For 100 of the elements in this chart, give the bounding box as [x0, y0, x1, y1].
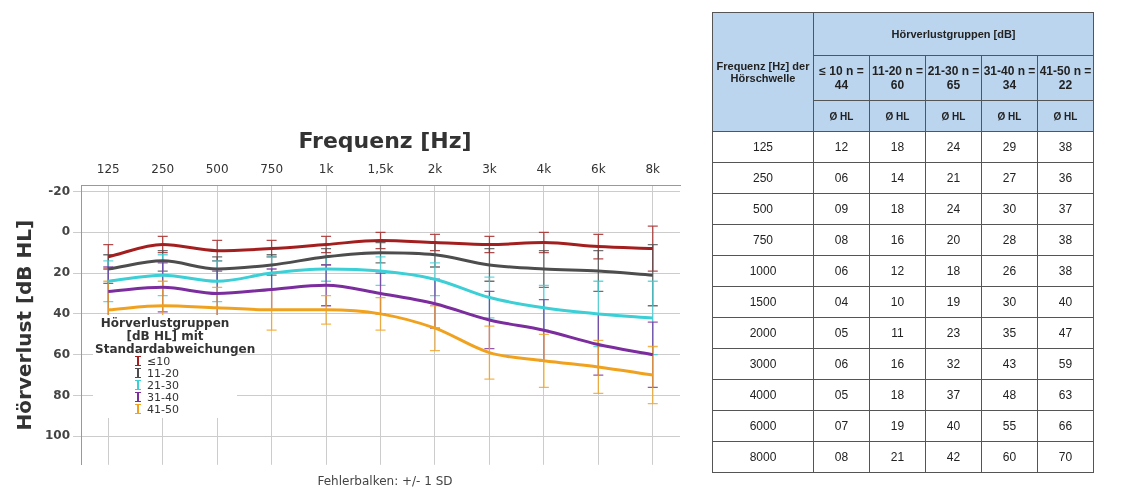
data-label: 20 [925, 224, 982, 256]
legend-label: 11-20 [147, 366, 180, 380]
y-tick-label: 20 [53, 265, 71, 280]
x-tick-label: 11-20 n = 60 [869, 55, 926, 101]
data-label: 05 [813, 317, 870, 349]
data-label: 05 [813, 379, 870, 411]
data-label: 42 [925, 441, 982, 473]
data-label: 07 [813, 410, 870, 442]
data-label: 08 [813, 441, 870, 473]
data-label: 38 [1037, 255, 1094, 287]
data-label: 12 [869, 255, 926, 287]
y-tick-label: 750 [712, 224, 814, 256]
data-label: 10 [869, 286, 926, 318]
data-label: 21 [925, 162, 982, 194]
data-label: 06 [813, 255, 870, 287]
text: Ø HL [1053, 110, 1078, 122]
text: Ø HL [885, 110, 910, 122]
x-axis-title: Ø HL [813, 100, 870, 132]
y-tick-label: 60 [53, 346, 71, 361]
data-label: 09 [813, 193, 870, 225]
data-label: 26 [981, 255, 1038, 287]
data-label: 18 [869, 193, 926, 225]
x-tick-label: 6k [591, 162, 606, 177]
x-tick-label: 1k [318, 162, 334, 177]
data-label: 19 [925, 286, 982, 318]
data-label: 35 [981, 317, 1038, 349]
data-label: 18 [925, 255, 982, 287]
data-label: 18 [869, 131, 926, 163]
legend-label: ≤10 [147, 354, 171, 368]
data-label: 40 [925, 410, 982, 442]
x-tick-label: 2k [427, 162, 443, 177]
text: Ø HL [997, 110, 1022, 122]
y-tick-label: 80 [53, 387, 71, 402]
x-tick-label: 500 [205, 162, 229, 177]
data-label: 40 [1037, 286, 1094, 318]
data-label: 48 [981, 379, 1038, 411]
data-label: 23 [925, 317, 982, 349]
y-tick-label: 500 [712, 193, 814, 225]
x-tick-label: 250 [151, 162, 175, 177]
data-label: 47 [1037, 317, 1094, 349]
data-label: 38 [1037, 224, 1094, 256]
y-tick-label: 1500 [712, 286, 814, 318]
legend-label: 21-30 [147, 378, 180, 392]
data-label: 70 [1037, 441, 1094, 473]
y-tick-label: 8000 [712, 441, 814, 473]
legend-title: Hörverlustgruppen [dB HL] mit Standardabweichungen [95, 315, 256, 356]
data-label: 19 [869, 410, 926, 442]
data-label: 43 [981, 348, 1038, 380]
y-tick-label: 40 [53, 306, 71, 321]
x-axis-title: Frequenz [Hz] [297, 128, 473, 153]
data-label: 12 [813, 131, 870, 163]
x-tick-label: 21-30 n = 65 [925, 55, 982, 101]
y-tick-label: 2000 [712, 317, 814, 349]
y-tick-label: 3000 [712, 348, 814, 380]
data-label: 28 [981, 224, 1038, 256]
data-label: 16 [869, 224, 926, 256]
data-label: 66 [1037, 410, 1094, 442]
y-tick-label: 6000 [712, 410, 814, 442]
data-label: 21 [869, 441, 926, 473]
y-tick-label: 1000 [712, 255, 814, 287]
x-tick-label: 41-50 n = 22 [1037, 55, 1094, 101]
y-axis-title: Hörverlust [dB HL] [12, 219, 37, 431]
data-label: 55 [981, 410, 1038, 442]
data-label: 11 [869, 317, 926, 349]
x-tick-label: 4k [536, 162, 552, 177]
x-tick-label: 125 [96, 162, 120, 177]
legend-label: 41-50 [147, 402, 180, 416]
data-label: 32 [925, 348, 982, 380]
y-tick-label: 0 [61, 224, 71, 239]
data-label: 06 [813, 348, 870, 380]
data-label: 37 [1037, 193, 1094, 225]
data-label: 16 [869, 348, 926, 380]
text: Ø HL [941, 110, 966, 122]
y-tick-label: -20 [48, 183, 71, 198]
x-tick-label: 3k [482, 162, 497, 177]
legend-label: 31-40 [147, 390, 180, 404]
data-label: 37 [925, 379, 982, 411]
x-tick-label: 750 [260, 162, 284, 177]
data-label: 24 [925, 131, 982, 163]
y-tick-label: 4000 [712, 379, 814, 411]
data-label: 27 [981, 162, 1038, 194]
y-tick-label: 100 [44, 428, 71, 443]
data-label: 30 [981, 286, 1038, 318]
x-tick-label: 31-40 n = 34 [981, 55, 1038, 101]
data-label: 30 [981, 193, 1038, 225]
data-label: 36 [1037, 162, 1094, 194]
data-label: 60 [981, 441, 1038, 473]
chart-title: Hörverlustgruppen [dB] [813, 12, 1094, 56]
text: Fehlerbalken: +/- 1 SD [316, 474, 454, 488]
data-label: 06 [813, 162, 870, 194]
data-label: 59 [1037, 348, 1094, 380]
data-label: 63 [1037, 379, 1094, 411]
y-axis-title: Frequenz [Hz] der Hörschwelle [712, 12, 814, 132]
data-label: 18 [869, 379, 926, 411]
data-label: 24 [925, 193, 982, 225]
data-label: 08 [813, 224, 870, 256]
x-tick-label: ≤ 10 n = 44 [813, 55, 870, 101]
data-label: 29 [981, 131, 1038, 163]
data-label: 04 [813, 286, 870, 318]
data-label: 38 [1037, 131, 1094, 163]
